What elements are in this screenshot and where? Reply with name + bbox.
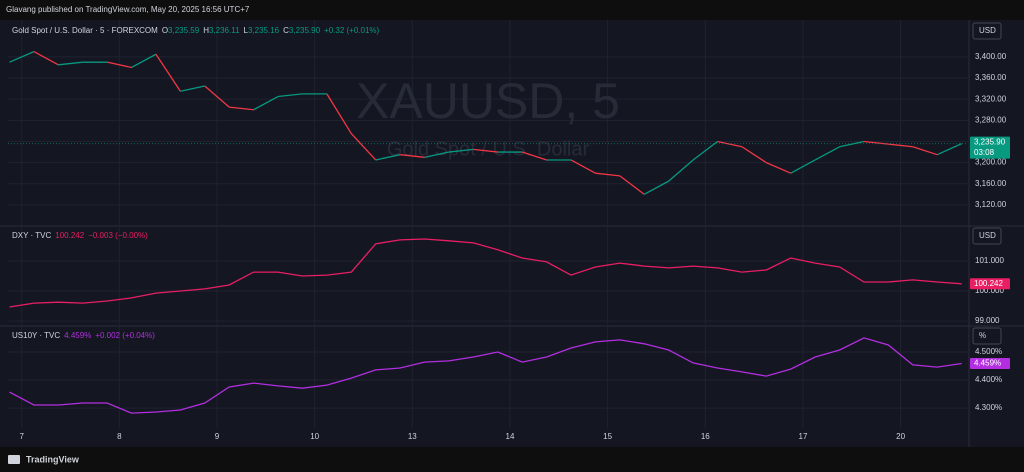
y-tick-label: 3,280.00 bbox=[975, 115, 1007, 124]
x-tick-label: 14 bbox=[506, 432, 515, 441]
price-segment bbox=[229, 106, 254, 111]
pane-legend: Gold Spot / U.S. Dollar · 5 · FOREXCOM O3… bbox=[12, 26, 380, 35]
y-tick-label: 4.400% bbox=[975, 375, 1002, 384]
legend-change: +0.32 (+0.01%) bbox=[324, 26, 379, 35]
legend-name: Gold Spot / U.S. Dollar · 5 · FOREXCOM bbox=[12, 26, 158, 35]
panes: 7 8 9 10 13 14 15 16 17 20 3,120.00 3,160.00 3,200.0… bbox=[0, 20, 1024, 447]
x-tick-label: 17 bbox=[799, 432, 808, 441]
ohlc-value: 3,236.11 bbox=[209, 26, 240, 35]
ohlc-value: 3,235.59 bbox=[168, 26, 200, 35]
price-segment bbox=[375, 154, 401, 161]
price-segment bbox=[766, 162, 792, 174]
price-segment bbox=[448, 148, 474, 153]
last-price-box bbox=[970, 357, 1010, 369]
line-series bbox=[9, 238, 962, 308]
watermark: XAUUSD, 5 bbox=[356, 73, 620, 129]
y-tick-label: 100.000 bbox=[975, 286, 1004, 295]
publish-header: Glavang published on TradingView.com, Ma… bbox=[6, 5, 250, 14]
currency-label: % bbox=[979, 331, 986, 340]
footer-logo: TradingView bbox=[26, 454, 80, 464]
price-segment bbox=[814, 146, 840, 161]
chart-area bbox=[0, 20, 1024, 447]
price-segment bbox=[180, 85, 205, 92]
currency-button bbox=[972, 227, 1002, 245]
x-tick-label: 13 bbox=[408, 432, 417, 441]
last-price-box bbox=[970, 278, 1010, 290]
ohlc-key: L bbox=[244, 26, 249, 35]
y-tick-label: 99.000 bbox=[975, 316, 1000, 325]
x-tick-label: 9 bbox=[215, 432, 220, 441]
legend-last: 4.459% bbox=[64, 331, 91, 340]
ohlc-key: O bbox=[162, 26, 168, 35]
price-segment bbox=[106, 61, 132, 69]
legend-name: DXY · TVC bbox=[12, 231, 51, 240]
x-tick-label: 15 bbox=[603, 432, 612, 441]
last-price-label: 3,235.90 bbox=[974, 137, 1006, 146]
y-tick-label: 3,400.00 bbox=[975, 52, 1007, 61]
y-tick-label: 4.500% bbox=[975, 347, 1002, 356]
price-segment bbox=[717, 140, 743, 148]
price-segment bbox=[253, 95, 279, 111]
last-price-box bbox=[970, 136, 1010, 159]
price-segment bbox=[350, 133, 377, 161]
price-segment bbox=[692, 140, 718, 161]
x-tick-label: 20 bbox=[896, 432, 905, 441]
y-tick-label: 3,320.00 bbox=[975, 94, 1007, 103]
legend-change: +0.002 (+0.04%) bbox=[95, 331, 155, 340]
y-tick-label: 4.300% bbox=[975, 403, 1002, 412]
price-segment bbox=[643, 180, 669, 195]
logo-icon bbox=[8, 455, 20, 464]
last-price-label: 100.242 bbox=[974, 279, 1003, 288]
price-segment bbox=[521, 151, 547, 161]
price-segment bbox=[424, 151, 450, 158]
ohlc-key: H bbox=[203, 26, 209, 35]
pane-legend: DXY · TVC 100.242 −0.003 (−0.00%) bbox=[12, 231, 148, 240]
currency-button bbox=[972, 22, 1002, 40]
price-segment bbox=[619, 175, 645, 195]
x-tick-label: 16 bbox=[701, 432, 710, 441]
x-tick-label: 10 bbox=[310, 432, 319, 441]
price-segment bbox=[741, 146, 767, 164]
price-segment bbox=[668, 159, 694, 182]
price-segment bbox=[9, 51, 35, 63]
price-segment bbox=[400, 154, 425, 158]
price-segment bbox=[326, 93, 352, 134]
price-segment bbox=[595, 172, 620, 177]
x-tick-label: 7 bbox=[19, 432, 24, 441]
x-tick-label: 8 bbox=[117, 432, 122, 441]
countdown-label: 03:08 bbox=[974, 148, 995, 157]
price-segment bbox=[204, 85, 230, 108]
price-segment bbox=[277, 93, 303, 98]
last-price-label: 4.459% bbox=[974, 359, 1001, 368]
currency-label: USD bbox=[979, 231, 996, 240]
price-segment bbox=[888, 143, 913, 148]
currency-label: USD bbox=[979, 26, 996, 35]
y-tick-label: 3,160.00 bbox=[975, 179, 1007, 188]
legend-last: 100.242 bbox=[55, 231, 84, 240]
price-segment bbox=[570, 159, 596, 174]
price-segment bbox=[912, 146, 938, 156]
price-segment bbox=[155, 53, 181, 92]
y-tick-label: 3,360.00 bbox=[975, 73, 1007, 82]
pane-legend: US10Y · TVC 4.459% +0.002 (+0.04%) bbox=[12, 331, 155, 340]
y-tick-label: 101.000 bbox=[975, 256, 1004, 265]
currency-button bbox=[972, 327, 1002, 345]
line-series bbox=[9, 337, 962, 414]
price-segment bbox=[473, 148, 498, 153]
ohlc-key: C bbox=[283, 26, 289, 35]
price-segment bbox=[33, 51, 59, 66]
price-segment bbox=[131, 53, 157, 69]
price-segment bbox=[790, 159, 816, 174]
price-segment bbox=[58, 61, 83, 66]
legend-change: −0.003 (−0.00%) bbox=[88, 231, 148, 240]
y-tick-label: 3,120.00 bbox=[975, 200, 1007, 209]
ohlc-value: 3,235.16 bbox=[248, 26, 280, 35]
price-segment bbox=[936, 143, 962, 156]
ohlc-value: 3,235.90 bbox=[289, 26, 321, 35]
y-tick-label: 3,200.00 bbox=[975, 158, 1007, 167]
legend-name: US10Y · TVC bbox=[12, 331, 60, 340]
